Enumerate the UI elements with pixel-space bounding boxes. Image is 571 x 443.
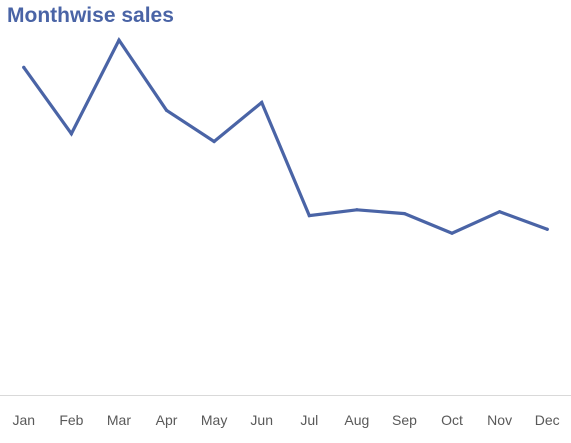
data-point-oct (450, 231, 454, 235)
data-point-jul (307, 214, 311, 218)
series-line-0 (22, 36, 549, 235)
data-point-jun (260, 100, 264, 105)
x-tick-label-jan: Jan (13, 412, 36, 428)
x-tick-labels: Jan Feb Mar Apr May Jun Jul Aug Sep Oct Nov Dec (13, 412, 560, 428)
x-tick-label-aug: Aug (344, 412, 369, 428)
x-tick-label-nov: Nov (487, 412, 512, 428)
data-point-jan (22, 65, 26, 69)
data-point-may (212, 139, 216, 144)
data-point-sep (402, 212, 407, 216)
data-point-mar (117, 38, 121, 42)
chart-title: Monthwise sales (7, 4, 174, 27)
x-tick-label-jun: Jun (250, 412, 273, 428)
x-tick-label-oct: Oct (441, 412, 463, 428)
x-tick-label-may: May (201, 412, 227, 428)
x-tick-label-feb: Feb (59, 412, 83, 428)
series-layer (22, 36, 549, 235)
data-point-feb (69, 132, 73, 136)
x-tick-label-dec: Dec (535, 412, 560, 428)
data-point-dec (545, 227, 549, 231)
data-point-apr (164, 108, 169, 112)
data-point-aug (355, 208, 359, 212)
x-tick-label-apr: Apr (156, 412, 178, 428)
x-tick-label-mar: Mar (107, 412, 131, 428)
x-tick-label-sep: Sep (392, 412, 417, 428)
x-tick-label-jul: Jul (300, 412, 318, 428)
data-point-nov (498, 210, 502, 214)
